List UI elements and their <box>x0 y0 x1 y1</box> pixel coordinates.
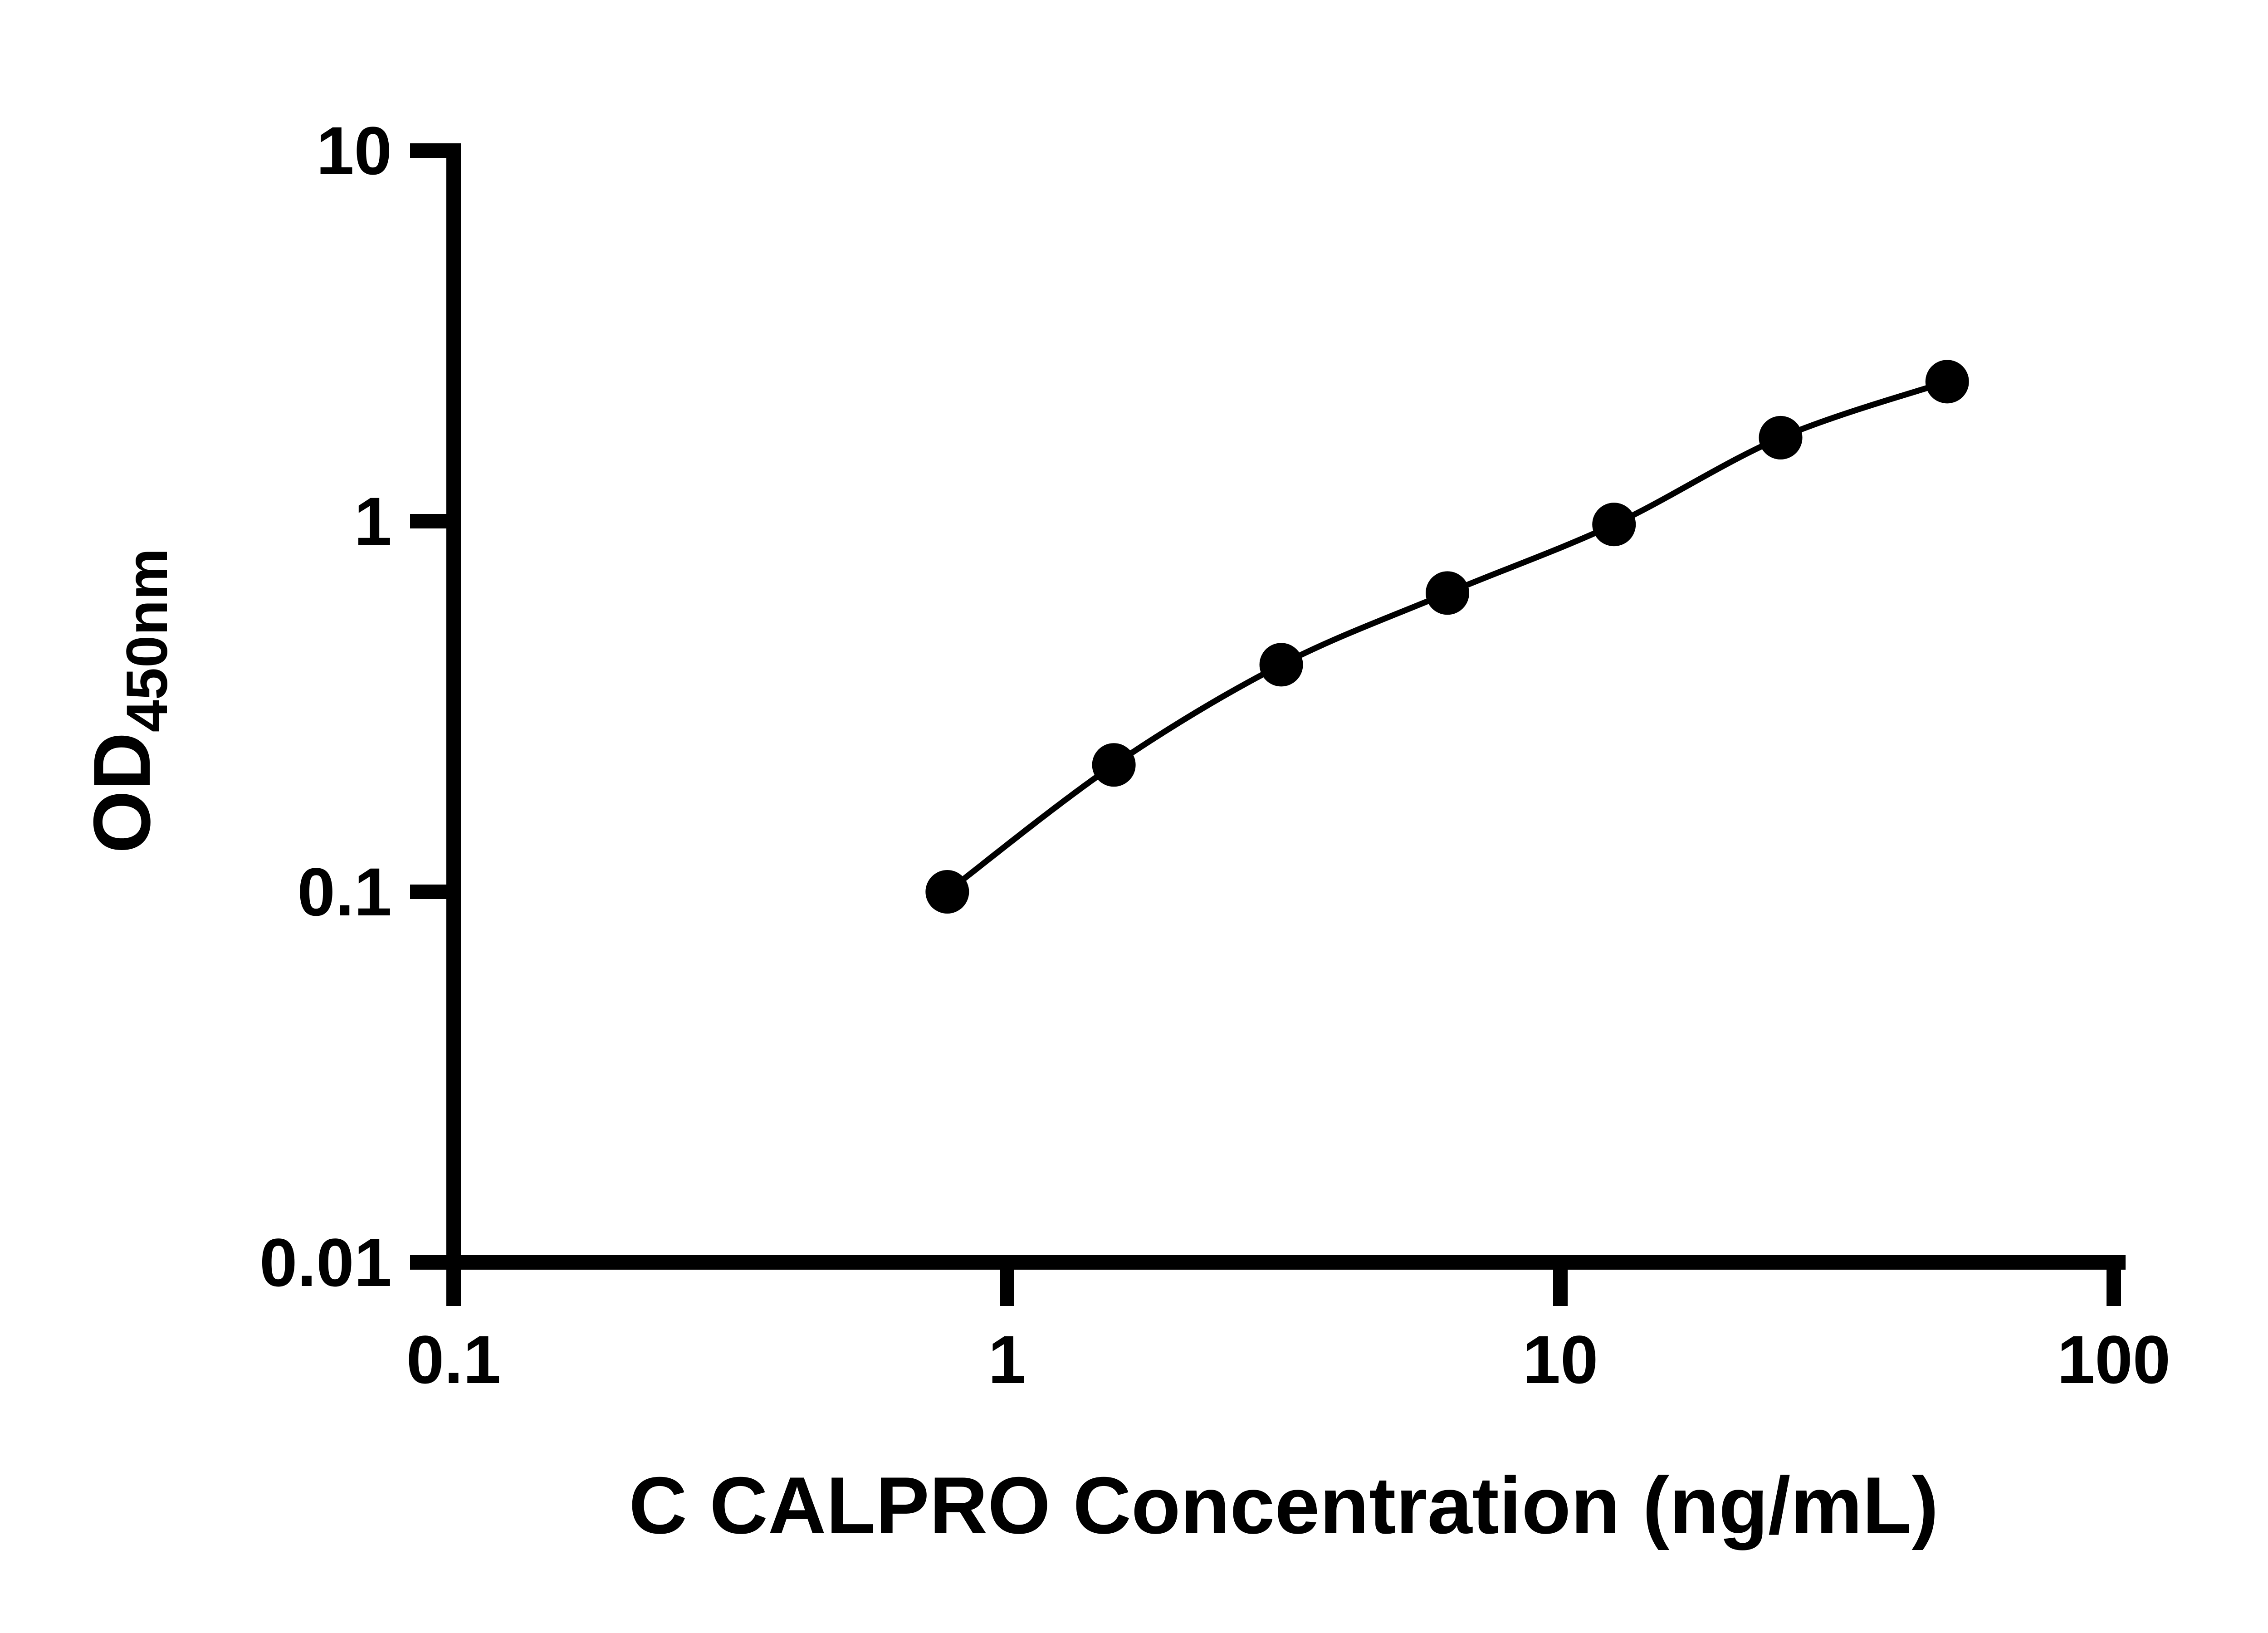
data-point <box>1759 416 1803 460</box>
y-tick-label: 0.1 <box>297 854 392 930</box>
data-point <box>1425 571 1469 615</box>
y-axis-title-main: OD <box>77 732 167 853</box>
data-point <box>1259 643 1303 687</box>
y-tick-label: 1 <box>354 483 392 559</box>
data-point <box>1092 743 1136 787</box>
x-axis-title: C CALPRO Concentration (ng/mL) <box>629 1460 1938 1550</box>
y-axis-title-subscript: 450nm <box>115 548 180 733</box>
x-tick-label: 1 <box>988 1321 1026 1398</box>
tick-marks <box>410 143 2121 1306</box>
x-tick-label: 100 <box>2057 1321 2170 1398</box>
y-axis-title: OD450nm <box>77 548 180 854</box>
y-tick-label: 10 <box>316 112 392 189</box>
y-tick-label: 0.01 <box>259 1224 392 1301</box>
fit-curve <box>945 379 1948 895</box>
x-tick-label: 0.1 <box>406 1321 501 1398</box>
axes <box>439 143 2126 1277</box>
x-tick-label: 10 <box>1523 1321 1598 1398</box>
data-point <box>1592 503 1636 547</box>
data-point <box>925 870 969 914</box>
data-series <box>925 360 1969 914</box>
data-point <box>1925 360 1969 404</box>
